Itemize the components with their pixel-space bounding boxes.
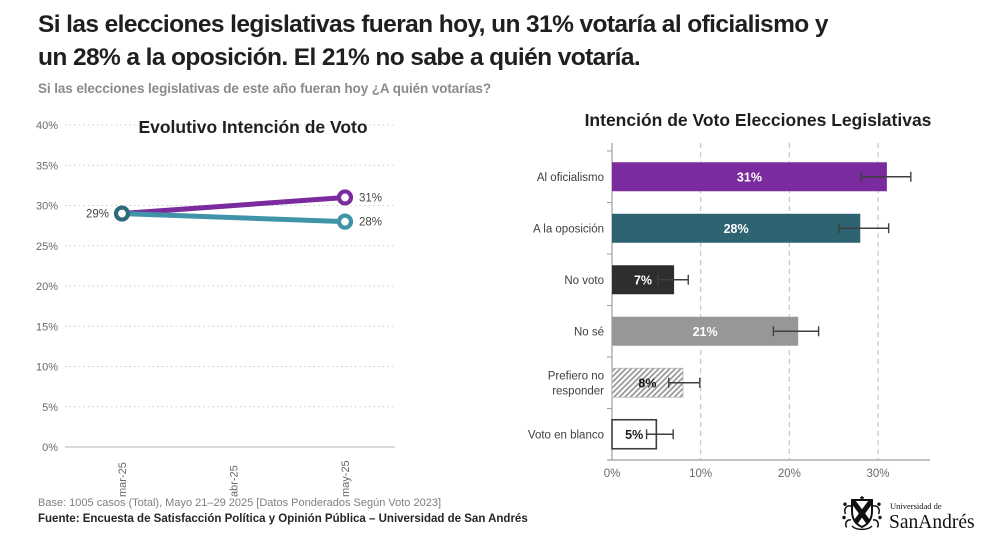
bar-category-label: Prefiero no responder	[548, 370, 604, 397]
bar-value-label: 21%	[693, 325, 718, 339]
bar-category-label: No sé	[574, 326, 604, 338]
universidad-san-andres-logo: Universidad de SanAndrés	[842, 496, 975, 533]
bar-category-label: Al oficialismo	[537, 172, 604, 184]
y-tick-label: 0%	[42, 442, 58, 454]
line-chart-evolutivo-intencion-voto: 0% 5% 10% 15% 20% 25% 30% 35% 40% mar-25 abr-25 may…	[36, 117, 395, 497]
y-tick-label: 25%	[36, 241, 58, 253]
bar-chart-intencion-voto-legislativas: Intención de Voto Elecciones Legislativa…	[528, 110, 932, 480]
data-point-label: 31%	[359, 192, 382, 204]
y-tick-label: 40%	[36, 120, 58, 132]
footer-source-note: Fuente: Encuesta de Satisfacción Polític…	[38, 513, 528, 525]
data-point-marker	[113, 205, 131, 222]
x-tick-label: 20%	[778, 468, 801, 480]
bar-value-label: 28%	[724, 222, 749, 236]
bar-value-label: 5%	[625, 428, 643, 442]
y-tick-label: 10%	[36, 362, 58, 374]
bar-category-label: No voto	[564, 275, 604, 287]
x-tick-label: abr-25	[229, 465, 241, 497]
bar-category-label: Voto en blanco	[528, 429, 604, 441]
bar	[612, 162, 887, 192]
y-tick-label: 15%	[36, 321, 58, 333]
y-tick-label: 35%	[36, 160, 58, 172]
bar-value-label: 7%	[634, 273, 652, 287]
page-title: Si las elecciones legislativas fueran ho…	[38, 8, 973, 74]
series-line	[119, 211, 348, 225]
series-line	[119, 194, 348, 217]
x-tick-label: 0%	[604, 468, 621, 480]
bar-value-label: 31%	[737, 170, 762, 184]
chart-title: Evolutivo Intención de Voto	[138, 117, 367, 137]
chart-title: Intención de Voto Elecciones Legislativa…	[585, 110, 932, 130]
page-title-line-2: un 28% a la oposición. El 21% no sabe a …	[38, 44, 641, 71]
y-tick-label: 30%	[36, 201, 58, 213]
data-point-label: 28%	[359, 217, 382, 229]
y-tick-label: 5%	[42, 402, 58, 414]
y-tick-label: 20%	[36, 281, 58, 293]
x-tick-label: 10%	[689, 468, 712, 480]
data-point-marker	[336, 189, 354, 206]
x-tick-label: 30%	[866, 468, 889, 480]
bar	[612, 316, 799, 346]
logo-text-large: SanAndrés	[889, 512, 975, 533]
footer-base-note: Base: 1005 casos (Total), Mayo 21–29 202…	[38, 497, 441, 509]
x-tick-label: may-25	[340, 460, 352, 497]
data-point-label: 29%	[86, 209, 109, 221]
crest-icon	[842, 496, 882, 531]
bar-value-label: 8%	[638, 376, 656, 390]
page-subtitle: Si las elecciones legislativas de este a…	[38, 81, 491, 96]
bar-category-label: A la oposición	[533, 223, 604, 235]
logo-text-small: Universidad de	[890, 501, 942, 511]
bar	[612, 213, 861, 243]
x-tick-label: mar-25	[117, 462, 129, 497]
page-title-line-1: Si las elecciones legislativas fueran ho…	[38, 11, 828, 38]
data-point-marker	[336, 213, 354, 230]
